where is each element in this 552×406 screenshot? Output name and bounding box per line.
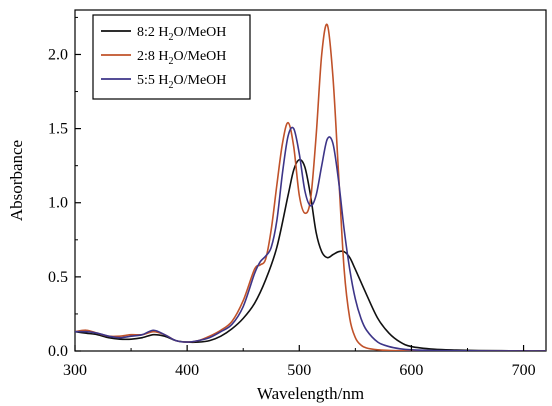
series-layer — [75, 23, 546, 351]
y-axis-title: Absorbance — [7, 140, 26, 221]
x-tick-label: 500 — [287, 362, 311, 379]
y-tick-label: 0.5 — [48, 269, 68, 286]
series-line-3 — [75, 126, 546, 351]
x-axis: 300 400 500 600 700 — [63, 345, 536, 379]
y-tick-label: 0.0 — [48, 343, 68, 360]
plot-border — [74, 9, 547, 352]
y-axis: 0.0 0.5 1.0 1.5 2.0 — [48, 16, 81, 360]
legend-box — [92, 14, 251, 100]
x-tick-label: 300 — [63, 362, 87, 379]
series-line-1 — [75, 158, 546, 351]
legend-label-3: 5:5 H2O/MeOH — [137, 73, 226, 91]
series-line-2 — [75, 23, 546, 351]
y-tick-label: 2.0 — [48, 46, 68, 63]
y-tick-label: 1.0 — [48, 195, 68, 212]
x-axis-title: Wavelength/nm — [257, 384, 364, 403]
x-tick-label: 600 — [399, 362, 423, 379]
legend-label-2: 2:8 H2O/MeOH — [137, 49, 226, 67]
legend-label-1: 8:2 H2O/MeOH — [137, 25, 226, 43]
x-tick-label: 700 — [512, 362, 536, 379]
y-tick-label: 1.5 — [48, 121, 68, 138]
x-tick-label: 400 — [175, 362, 199, 379]
legend: 8:2 H2O/MeOH 2:8 H2O/MeOH 5:5 H2O/MeOH — [92, 14, 251, 100]
plot-frame — [74, 9, 547, 352]
